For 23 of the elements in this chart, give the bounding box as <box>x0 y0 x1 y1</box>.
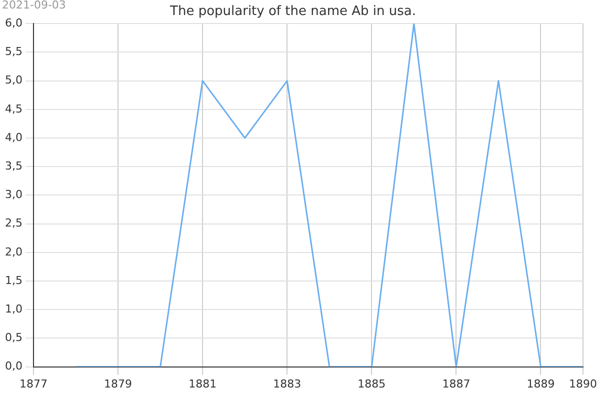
x-tick-label: 1885 <box>358 377 386 390</box>
y-tick-label: 4,0 <box>4 130 22 144</box>
y-tick-label: 5,5 <box>4 45 22 58</box>
y-tick-label: 2,0 <box>4 245 22 258</box>
x-tick-label: 1877 <box>19 377 48 390</box>
x-tick-label: 1881 <box>188 377 217 390</box>
x-tick-label: 1890 <box>569 377 598 390</box>
x-tick-label: 1879 <box>104 377 132 390</box>
chart-title: The popularity of the name Ab in usa. <box>169 4 416 20</box>
x-tick-label: 1889 <box>526 377 555 390</box>
x-tick-label: 1883 <box>273 377 302 390</box>
y-tick-label: 0,0 <box>4 360 22 373</box>
y-tick-label: 4,5 <box>4 102 22 116</box>
y-tick-label: 1,0 <box>4 302 22 316</box>
y-tick-label: 1,5 <box>4 274 22 287</box>
y-tick-label: 5,0 <box>4 74 22 87</box>
y-tick-label: 3,0 <box>4 188 22 202</box>
y-tick-label: 2,5 <box>4 216 22 230</box>
y-tick-label: 3,5 <box>4 159 22 172</box>
y-tick-label: 0,5 <box>4 331 22 344</box>
x-tick-label: 1887 <box>442 377 470 390</box>
text: 2021-09-03 <box>2 0 66 12</box>
y-tick-label: 6,0 <box>4 16 22 30</box>
